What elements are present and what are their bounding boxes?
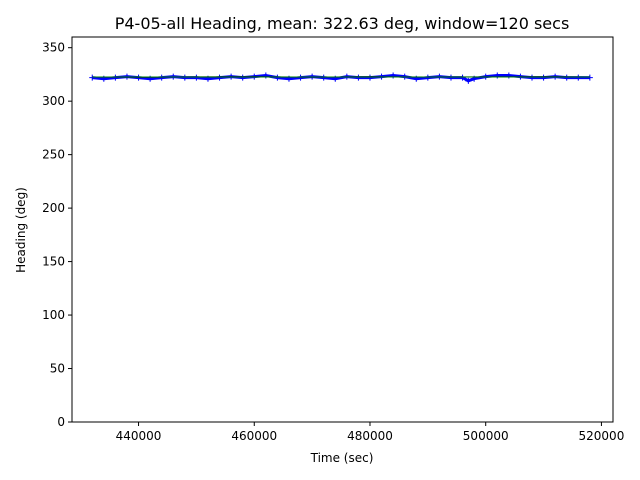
data-point-marker [158,74,165,81]
x-tick-label: 440000 [116,429,162,443]
data-point-marker [355,74,362,81]
y-tick-label: 0 [57,415,65,429]
x-tick-label: 520000 [579,429,625,443]
data-point-marker [424,74,431,81]
series-layer [89,72,593,84]
y-tick-label: 150 [42,255,65,269]
data-point-marker [447,74,454,81]
x-tick-label: 480000 [347,429,393,443]
y-tick-label: 200 [42,201,65,215]
plot-frame [71,36,614,423]
y-tick-label: 50 [50,362,65,376]
x-axis-ticks: 440000 460000 480000 500000 520000 [116,422,625,443]
chart-title: P4-05-all Heading, mean: 322.63 deg, win… [115,14,570,33]
data-point-marker [193,74,200,81]
x-axis-label: Time (sec) [310,451,374,465]
data-point-marker [320,74,327,81]
y-tick-label: 350 [42,41,65,55]
data-point-marker [274,74,281,81]
data-point-marker [89,74,96,81]
data-point-marker [216,74,223,81]
data-point-marker [366,74,373,81]
data-point-marker [181,74,188,81]
y-axis-label: Heading (deg) [14,187,28,273]
data-point-marker [112,74,119,81]
y-tick-label: 300 [42,94,65,108]
data-point-marker [575,74,582,81]
data-point-marker [297,74,304,81]
data-point-marker [586,74,593,81]
x-tick-label: 460000 [231,429,277,443]
data-point-marker [465,77,472,84]
data-point-marker [459,74,466,81]
plot-area: 440000 460000 480000 500000 520000 0 50 100 150… [42,36,625,443]
y-tick-label: 250 [42,148,65,162]
data-point-marker [239,74,246,81]
data-point-marker [528,74,535,81]
y-tick-label: 100 [42,308,65,322]
data-point-marker [563,74,570,81]
data-point-marker [540,74,547,81]
y-axis-ticks: 0 50 100 150 200 250 300 350 [42,41,72,429]
x-tick-label: 500000 [463,429,509,443]
